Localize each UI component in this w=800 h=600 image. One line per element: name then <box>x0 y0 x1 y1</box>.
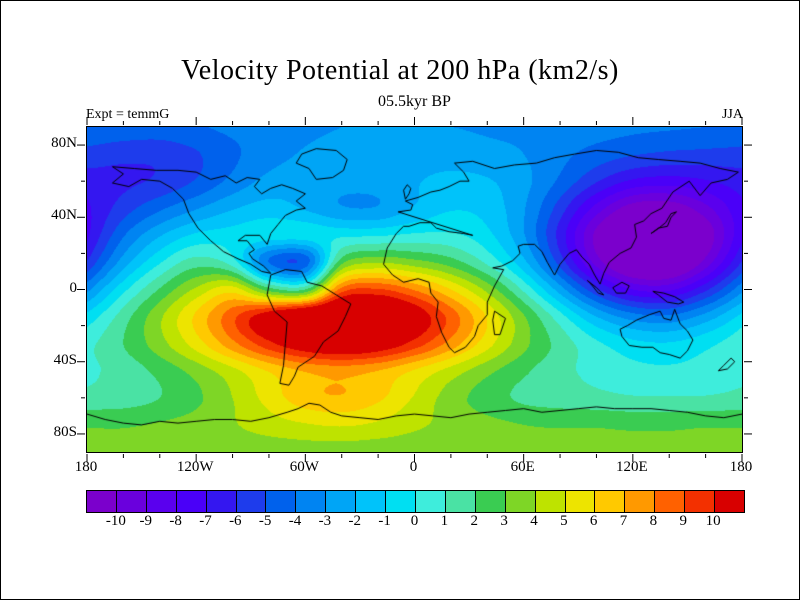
plot-subtitle: 05.5kyr BP <box>378 93 451 110</box>
colorbar-segment <box>504 491 535 512</box>
colorbar-segment <box>385 491 415 512</box>
colorbar-label: 8 <box>649 513 658 529</box>
x-axis-tick-label: 60W <box>289 459 319 475</box>
x-axis-tick-label: 60E <box>510 459 535 475</box>
colorbar-segment <box>594 491 625 512</box>
experiment-label: Expt = temmG <box>86 107 170 122</box>
colorbar-label: -7 <box>199 513 212 529</box>
colorbar-segment <box>474 491 505 512</box>
colorbar-label: -8 <box>169 513 182 529</box>
y-axis-tick-label: 0 <box>69 279 78 296</box>
y-axis-tick-label: 80S <box>53 423 77 440</box>
x-axis-tick-label: 120W <box>176 459 214 475</box>
colorbar-label: 9 <box>679 513 688 529</box>
colorbar-segment <box>265 491 296 512</box>
colorbar-label: -10 <box>105 513 126 529</box>
colorbar-label: -4 <box>288 513 302 529</box>
colorbar-segment <box>325 491 356 512</box>
x-axis-tick-label: 180 <box>74 459 98 475</box>
season-label: JJA <box>721 107 743 122</box>
colorbar-label: -2 <box>348 513 362 529</box>
colorbar-label: -5 <box>258 513 272 529</box>
colorbar-segment <box>87 491 116 512</box>
colorbar-segment <box>145 491 176 512</box>
x-axis-tick-label: 0 <box>409 459 418 475</box>
colorbar-segment <box>624 491 655 512</box>
colorbar-label: 4 <box>530 513 538 529</box>
colorbar-segment <box>175 491 206 512</box>
plot-title: Velocity Potential at 200 hPa (km2/s) <box>181 55 619 86</box>
colorbar-segment <box>205 491 236 512</box>
colorbar-label: 6 <box>589 513 598 529</box>
colorbar-label: -3 <box>318 513 332 529</box>
contour-field-canvas <box>87 127 742 452</box>
colorbar-segment <box>714 491 744 512</box>
colorbar-label: -6 <box>229 513 242 529</box>
colorbar-label: 0 <box>410 513 419 529</box>
colorbar-segment <box>235 491 266 512</box>
colorbar-segment <box>654 491 685 512</box>
colorbar-segment <box>115 491 146 512</box>
colorbar-label: 10 <box>705 513 721 529</box>
colorbar-segment <box>684 491 715 512</box>
y-axis-tick-label: 80N <box>51 135 77 152</box>
colorbar-segment <box>295 491 326 512</box>
colorbar-segment <box>564 491 595 512</box>
colorbar-label: 7 <box>619 513 628 529</box>
colorbar-label: -9 <box>139 513 152 529</box>
colorbar-label: 2 <box>470 513 478 529</box>
x-axis-tick-label: 120E <box>615 459 648 475</box>
map-frame <box>77 117 752 462</box>
colorbar-segment <box>414 491 445 512</box>
colorbar-label: 1 <box>440 513 449 529</box>
colorbar <box>86 490 745 513</box>
colorbar-label: -1 <box>378 513 391 529</box>
y-axis-tick-label: 40N <box>51 207 77 224</box>
y-axis-tick-label: 40S <box>53 351 77 368</box>
x-axis-tick-label: 180 <box>729 459 753 475</box>
colorbar-segment <box>355 491 386 512</box>
colorbar-label: 5 <box>560 513 568 529</box>
colorbar-segment <box>444 491 475 512</box>
colorbar-segment <box>534 491 565 512</box>
colorbar-label: 3 <box>500 513 508 529</box>
